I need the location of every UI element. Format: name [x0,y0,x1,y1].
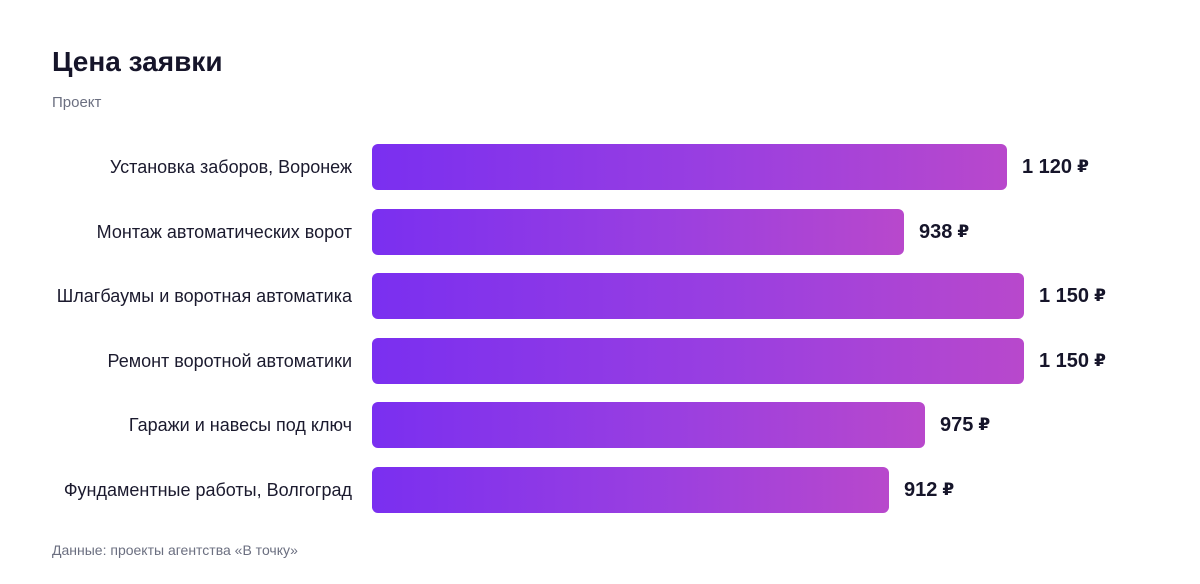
category-label: Шлагбаумы и воротная автоматика [56,286,352,306]
bar [372,273,1024,319]
bar-row: Установка заборов, Воронеж 1 120 ₽ [0,144,1200,190]
chart-subtitle: Проект [52,94,102,111]
bar-row: Гаражи и навесы под ключ 975 ₽ [0,402,1200,448]
value-number: 1 150 [1039,284,1090,307]
chart-title: Цена заявки [52,46,223,77]
category-label: Установка заборов, Воронеж [109,157,352,177]
category-label: Монтаж автоматических ворот [96,222,352,242]
category-label: Гаражи и навесы под ключ [128,415,352,435]
bar-row: Монтаж автоматических ворот 938 ₽ [0,209,1200,255]
category-label: Фундаментные работы, Волгоград [63,480,352,500]
bar [372,338,1024,384]
bar-row: Ремонт воротной автоматики 1 150 ₽ [0,338,1200,384]
bar-row: Шлагбаумы и воротная автоматика 1 150 ₽ [0,273,1200,319]
value-label: 912 ₽ [904,467,954,513]
currency-symbol: ₽ [1077,157,1089,176]
value-number: 912 [904,478,938,501]
value-number: 1 150 [1039,349,1090,372]
bar [372,467,889,513]
value-number: 1 120 [1022,155,1073,178]
value-label: 938 ₽ [919,209,969,255]
bar-row: Фундаментные работы, Волгоград 912 ₽ [0,467,1200,513]
currency-symbol: ₽ [957,222,970,241]
currency-symbol: ₽ [978,415,991,434]
value-label: 1 120 ₽ [1022,144,1089,190]
category-label: Ремонт воротной автоматики [107,351,353,371]
currency-symbol: ₽ [1094,286,1106,305]
value-number: 938 [919,220,953,243]
value-number: 975 [940,413,974,436]
currency-symbol: ₽ [942,480,955,499]
currency-symbol: ₽ [1094,351,1106,370]
value-label: 975 ₽ [940,402,990,448]
bar [372,209,904,255]
bar [372,402,925,448]
value-label: 1 150 ₽ [1039,273,1106,319]
source-note: Данные: проекты агентства «В точку» [52,542,298,558]
bar [372,144,1007,190]
value-label: 1 150 ₽ [1039,338,1106,384]
